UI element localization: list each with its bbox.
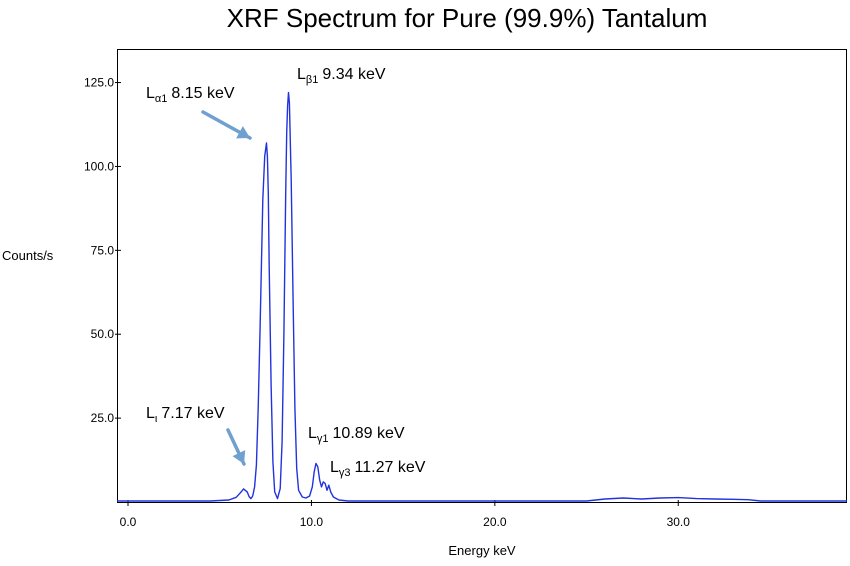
- spectrum-line: [117, 91, 847, 502]
- annotation-arrow-head: [232, 450, 246, 464]
- y-axis: 25.0 50.0 75.0 100.0 125.0: [84, 76, 121, 425]
- peak-annotations: Lα1 8.15 keV Lβ1 9.34 keV Lι 7.17 keV Lγ1 10.89…: [146, 66, 426, 479]
- x-tick-label: 0.0: [120, 515, 137, 529]
- annotation-arrow-head: [236, 126, 250, 139]
- peak-annotation: Lα1 8.15 keV: [146, 85, 235, 105]
- annotation-arrows: [201, 110, 252, 466]
- y-tick-label: 75.0: [91, 243, 115, 257]
- y-tick-label: 100.0: [84, 159, 114, 173]
- peak-annotation: Lγ3 11.27 keV: [330, 459, 426, 479]
- x-tick-label: 30.0: [667, 515, 691, 529]
- x-axis: 0.0 10.0 20.0 30.0: [120, 500, 691, 529]
- y-tick-label: 25.0: [91, 411, 115, 425]
- peak-annotation: Lι 7.17 keV: [146, 405, 225, 425]
- y-tick-label: 50.0: [91, 327, 115, 341]
- x-tick-label: 10.0: [300, 515, 324, 529]
- peak-annotation: Lγ1 10.89 keV: [308, 425, 405, 445]
- x-tick-label: 20.0: [483, 515, 507, 529]
- chart-title: XRF Spectrum for Pure (99.9%) Tantalum: [227, 3, 708, 33]
- x-axis-label: Energy keV: [448, 543, 516, 558]
- peak-annotation: Lβ1 9.34 keV: [297, 66, 386, 86]
- plot-frame: [117, 49, 847, 503]
- y-axis-label: Counts/s: [2, 248, 54, 263]
- y-tick-label: 125.0: [84, 76, 114, 90]
